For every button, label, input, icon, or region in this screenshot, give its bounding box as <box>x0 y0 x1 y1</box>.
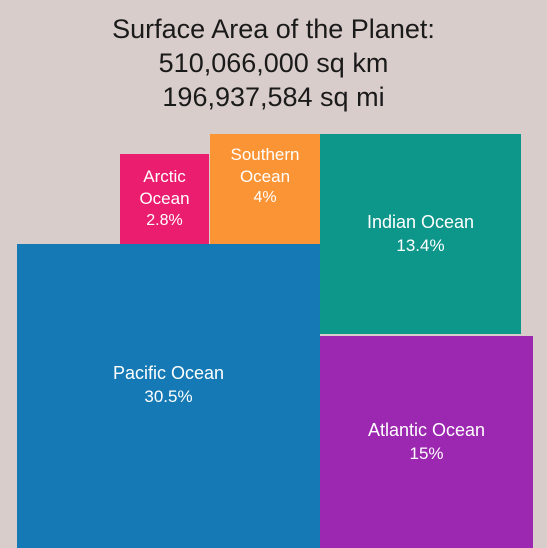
block-value-pacific-ocean: 30.5% <box>144 387 193 406</box>
block-value-atlantic-ocean: 15% <box>409 444 444 463</box>
block-atlantic-ocean: Atlantic Ocean 15% <box>320 336 533 548</box>
title-line-1: Surface Area of the Planet: <box>112 14 435 44</box>
block-value-arctic-ocean: 2.8% <box>146 212 183 229</box>
block-southern-ocean: Southern Ocean 4% <box>210 134 320 244</box>
block-indian-ocean: Indian Ocean 13.4% <box>320 134 521 334</box>
block-label-southern-line-1: Southern <box>230 145 300 164</box>
block-pacific-ocean: Pacific Ocean 30.5% <box>17 244 320 548</box>
block-arctic-ocean: Arctic Ocean 2.8% <box>120 154 209 244</box>
block-label-southern-line-2: Ocean <box>239 167 291 186</box>
title-line-2: 510,066,000 sq km <box>158 48 389 78</box>
block-label-pacific-ocean: Pacific Ocean <box>112 363 225 383</box>
block-label-indian-ocean: Indian Ocean <box>366 212 475 232</box>
block-value-indian-ocean: 13.4% <box>396 236 445 255</box>
block-label-arctic-line-2: Ocean <box>139 189 190 208</box>
block-value-southern-ocean: 4% <box>253 189 277 206</box>
block-label-arctic-line-1: Arctic <box>143 167 186 186</box>
title-line-3: 196,937,584 sq mi <box>162 82 385 112</box>
block-label-atlantic-ocean: Atlantic Ocean <box>367 420 486 440</box>
chart-title: Surface Area of the Planet: 510,066,000 … <box>0 12 547 114</box>
